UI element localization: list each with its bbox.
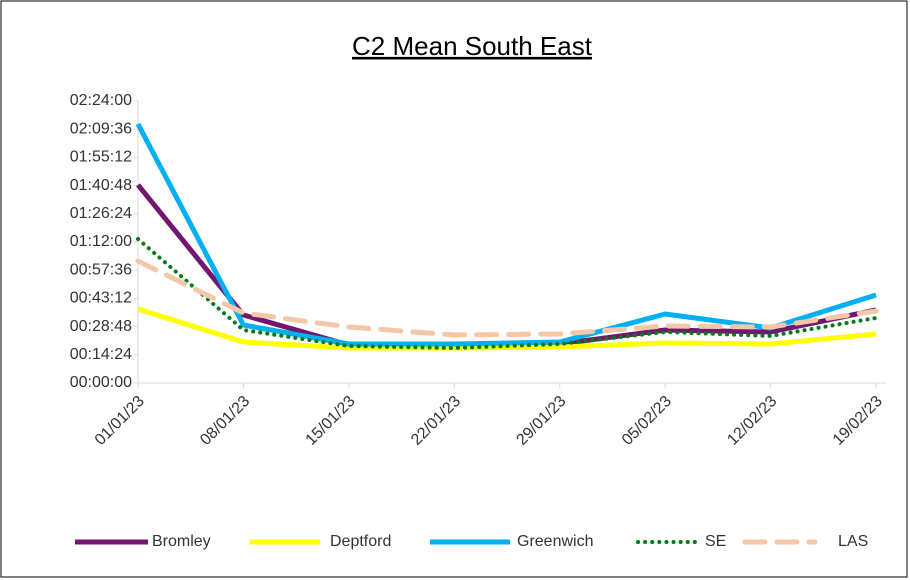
series-line [135, 258, 879, 338]
y-tick-label: 00:14:24 [70, 346, 132, 363]
y-tick-label: 01:40:48 [70, 177, 132, 194]
series-line [136, 236, 878, 351]
y-tick-label: 00:00:00 [70, 374, 132, 391]
chart-title: C2 Mean South East [352, 31, 593, 61]
y-tick-label: 00:28:48 [70, 318, 132, 335]
y-tick-label: 01:26:24 [70, 205, 132, 222]
y-tick-label: 00:43:12 [70, 290, 132, 307]
y-tick-label: 01:12:00 [70, 233, 132, 250]
y-tick-label: 00:57:36 [70, 261, 132, 278]
legend-label: Bromley [152, 533, 211, 550]
legend-label: Deptford [330, 533, 391, 550]
legend-label: Greenwich [517, 533, 593, 550]
legend-label: LAS [838, 533, 868, 550]
y-tick-label: 02:24:00 [70, 92, 132, 109]
legend-label: SE [705, 533, 726, 550]
y-tick-label: 02:09:36 [70, 120, 132, 137]
y-tick-label: 01:55:12 [70, 149, 132, 166]
